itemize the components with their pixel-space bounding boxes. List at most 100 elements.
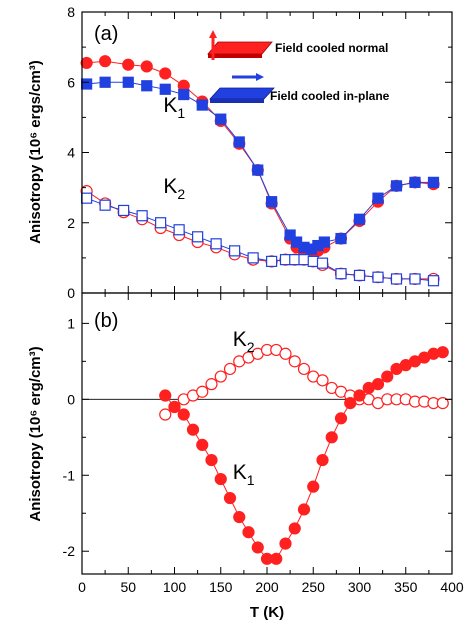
x-tick-label: 350 (394, 579, 418, 595)
data-point-square (266, 196, 278, 208)
annotation-main: K (163, 94, 177, 117)
data-point-square (279, 254, 292, 266)
x-axis-label: T (K) (250, 604, 284, 621)
data-point-square (215, 113, 227, 125)
data-point-square (427, 275, 440, 287)
data-point-circle (288, 355, 301, 368)
panel-a-frame (81, 11, 453, 294)
panel-a-ticks: 0 2 4 6 8 (67, 4, 453, 301)
panel-a-y-axis-label: Anisotropy (10⁶ ergs/cm³) (27, 60, 44, 244)
data-point-square (136, 210, 148, 222)
data-point-square (353, 213, 366, 225)
data-point-square (390, 273, 403, 285)
x-tick-label: 250 (302, 579, 326, 595)
y-tick-label: 8 (67, 4, 75, 20)
data-point-circle (381, 370, 394, 383)
legend-label-field-cooled-normal: Field cooled normal (275, 41, 388, 55)
y-tick-label: 6 (67, 74, 75, 90)
data-point-circle (196, 438, 209, 451)
y-tick-label: -1 (63, 467, 76, 483)
annotation-subscript: 1 (247, 472, 255, 488)
data-point-square (298, 254, 310, 266)
panel-b-series (159, 343, 449, 565)
x-tick-label: 300 (348, 579, 372, 595)
x-tick-label: 50 (120, 579, 136, 595)
data-point-circle (168, 400, 181, 414)
data-point-circle (214, 472, 227, 486)
red-slab-up-arrow-icon (207, 30, 273, 60)
data-point-circle (159, 67, 172, 80)
y-tick-label: 0 (67, 285, 75, 301)
x-tick-label: 150 (209, 579, 233, 595)
data-point-square (409, 176, 421, 188)
data-point-circle (297, 503, 311, 516)
panel-b-frame (81, 292, 453, 575)
data-point-square (409, 273, 421, 285)
data-point-square (233, 136, 245, 148)
y-tick-label: 2 (67, 215, 75, 231)
data-point-circle (159, 389, 172, 402)
data-point-circle (270, 552, 283, 565)
annotation-subscript: 1 (177, 105, 185, 121)
data-point-circle (334, 412, 348, 425)
data-point-square (118, 204, 130, 217)
x-tick-label: 200 (255, 579, 279, 595)
data-point-square (252, 164, 264, 176)
legend-entry-field-cooled-in-plane: Field cooled in-plane (209, 73, 390, 103)
data-point-square (99, 199, 111, 211)
data-point-square (266, 255, 278, 267)
annotation-main: K (233, 461, 247, 484)
x-tick-label: 100 (163, 579, 187, 595)
panel-b-y-axis-label: Anisotropy (10⁶ erg/cm³) (27, 346, 44, 521)
data-point-circle (288, 522, 301, 535)
data-point-square (372, 271, 384, 283)
annotation-main: K (233, 328, 247, 351)
y-tick-label: 1 (67, 315, 75, 331)
data-point-square (318, 236, 330, 248)
data-point-circle (186, 423, 200, 436)
series-line-3 (86, 197, 434, 282)
data-point-square (353, 269, 366, 282)
data-point-square (173, 224, 185, 236)
data-point-circle (205, 453, 218, 467)
data-point-circle (99, 55, 112, 68)
data-point-square (141, 80, 153, 92)
annotation-subscript: 2 (177, 186, 185, 202)
data-point-square (372, 192, 384, 204)
data-point-square (247, 252, 259, 264)
data-point-square (307, 255, 319, 267)
data-point-square (192, 231, 204, 243)
y-tick-label: -2 (63, 543, 76, 559)
data-point-circle (371, 378, 385, 391)
data-point-circle (316, 374, 329, 387)
data-point-square (155, 217, 167, 229)
data-point-circle (177, 408, 190, 421)
y-tick-label: 0 (67, 391, 75, 407)
data-point-square (81, 192, 93, 204)
data-point-circle (307, 480, 320, 493)
data-point-circle (140, 60, 153, 73)
annotation-K1: K1 (163, 94, 185, 121)
annotation-K2: K2 (163, 175, 185, 202)
legend: Field cooled normal Field cooled in-plan… (207, 30, 390, 103)
data-point-circle (436, 346, 449, 359)
data-point-square (99, 76, 111, 88)
annotation-main: K (163, 175, 177, 198)
data-point-square (122, 76, 134, 88)
data-point-square (427, 176, 440, 188)
data-point-circle (80, 56, 93, 70)
blue-slab-right-arrow-icon (209, 73, 275, 103)
y-tick-label: 4 (67, 145, 75, 161)
data-point-circle (353, 389, 366, 402)
data-point-circle (436, 397, 449, 410)
x-tick-label: 400 (440, 579, 464, 595)
data-point-circle (205, 378, 218, 391)
data-point-square (178, 88, 190, 101)
data-point-square (284, 229, 296, 241)
data-point-circle (233, 510, 246, 524)
data-point-circle (223, 491, 237, 505)
data-point-circle (325, 431, 338, 444)
